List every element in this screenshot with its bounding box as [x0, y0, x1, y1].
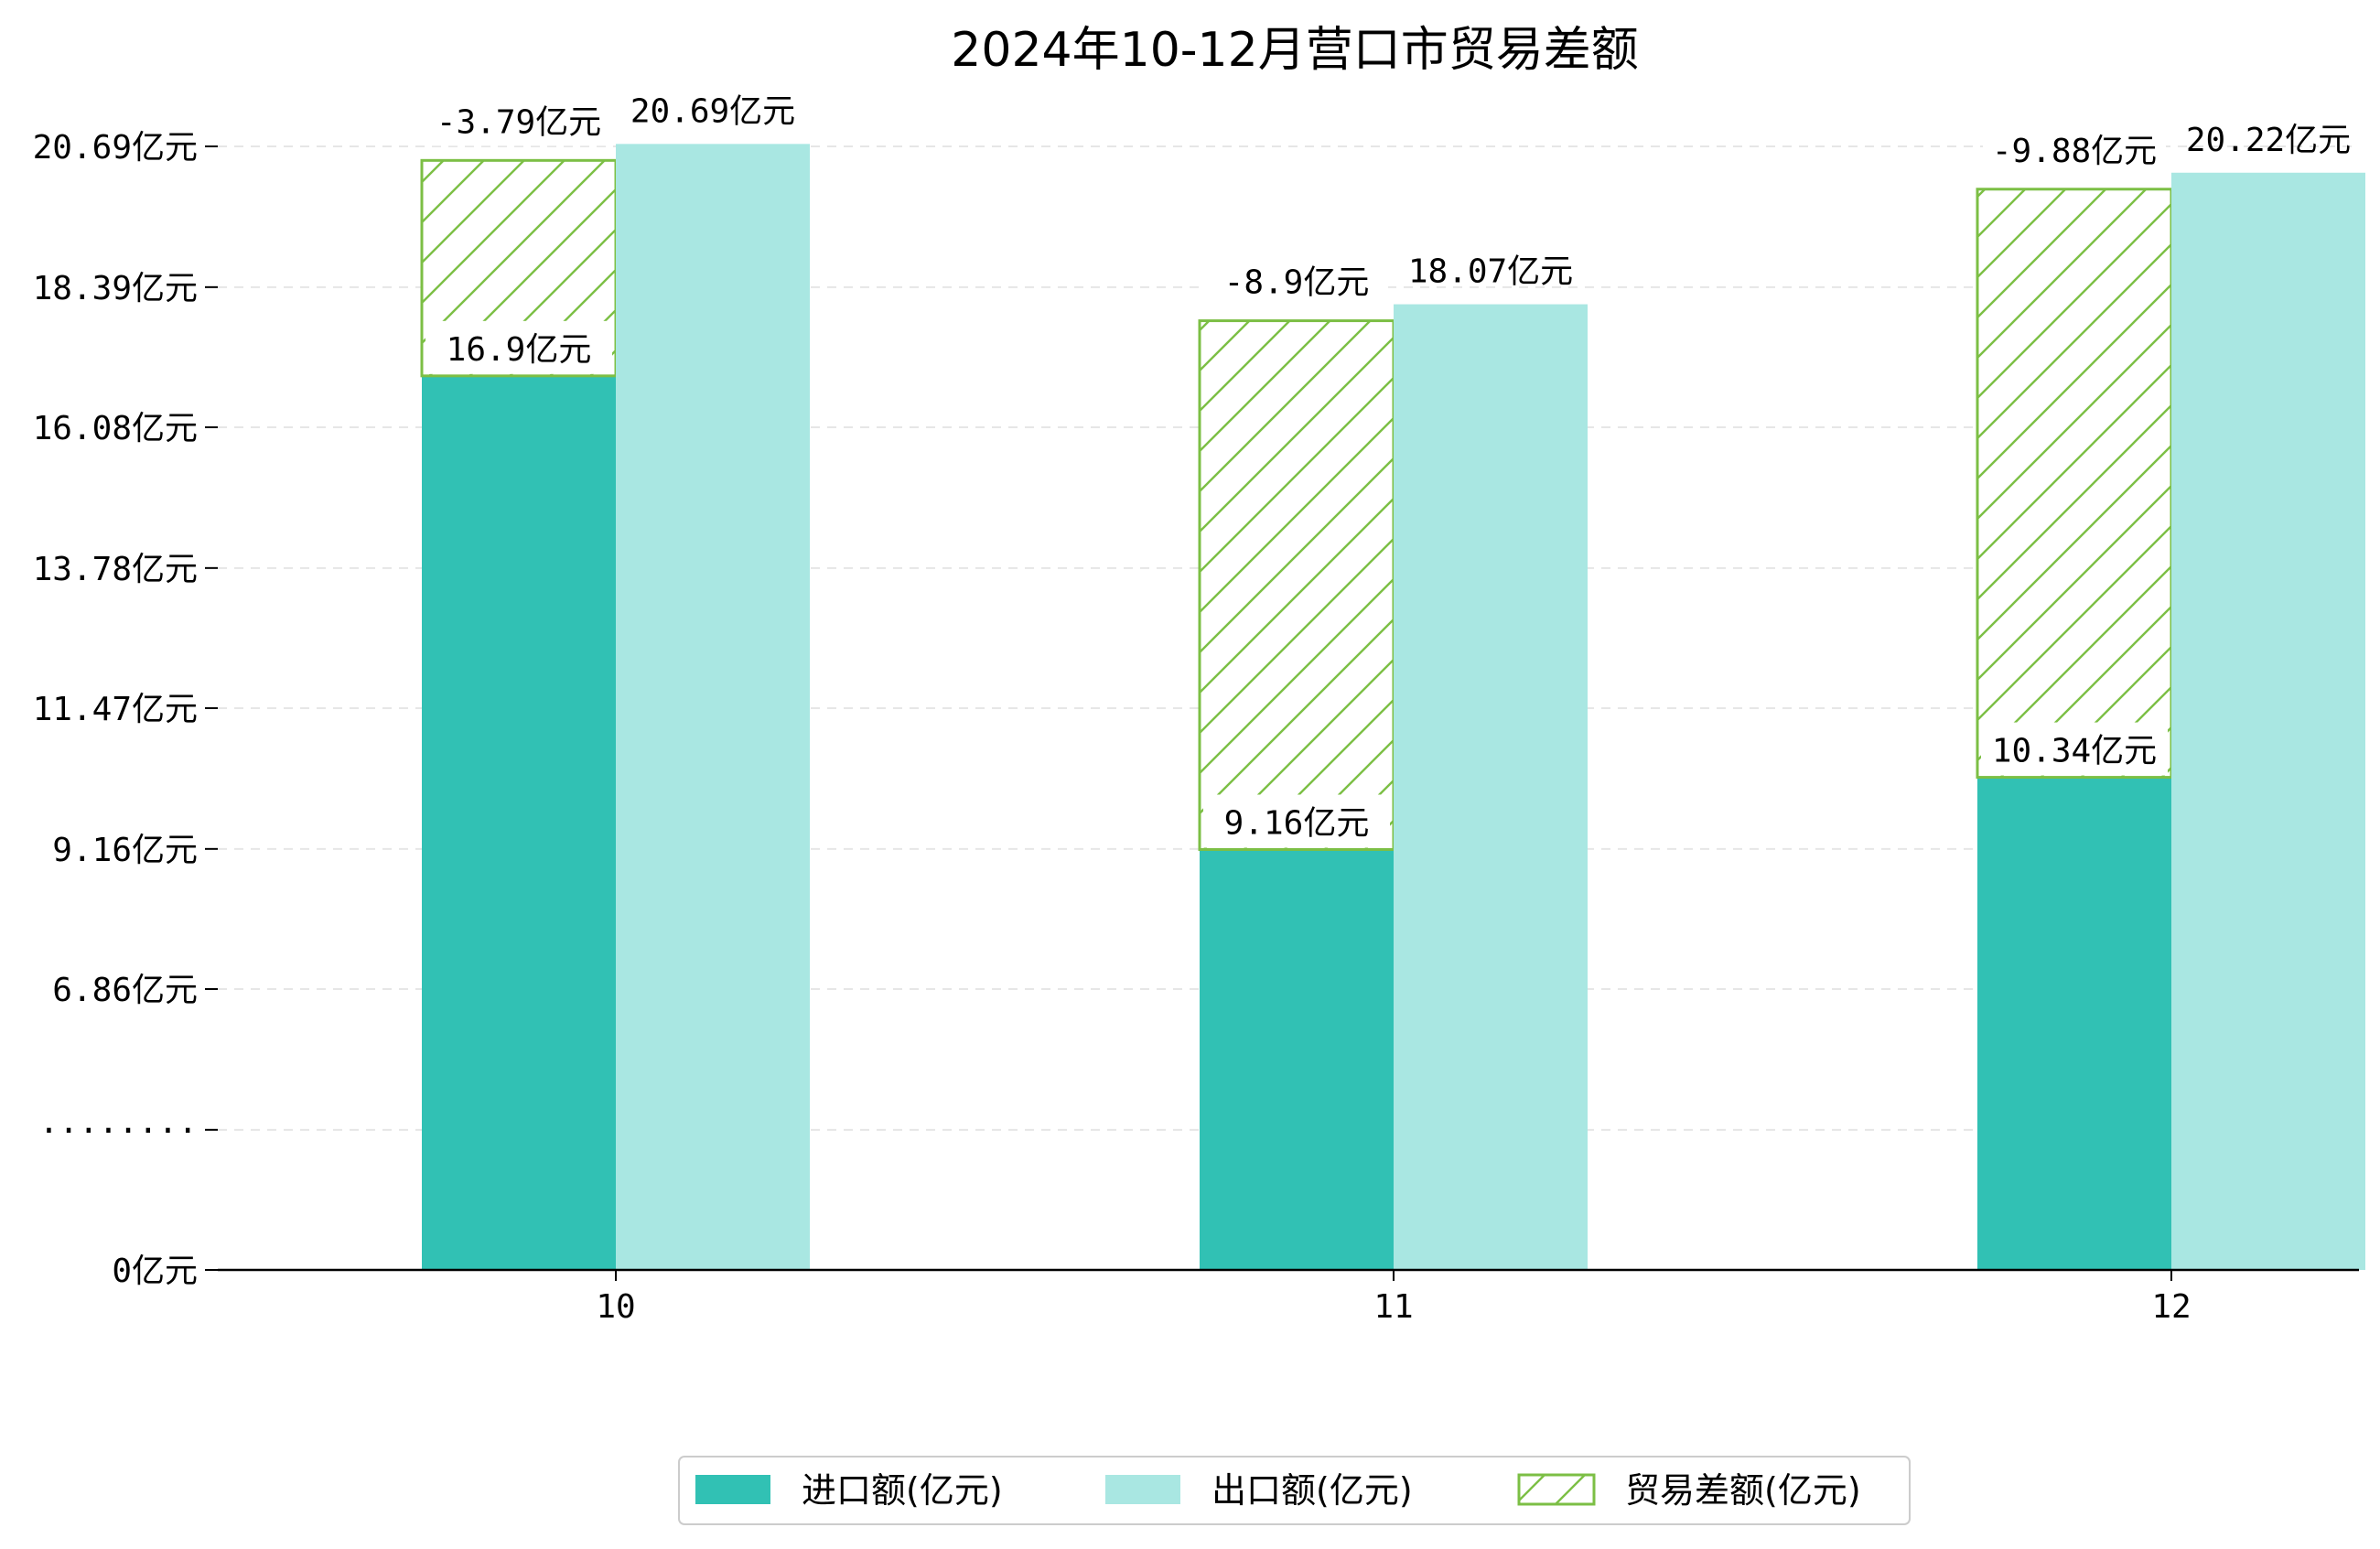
export-value-label: 20.22亿元: [2186, 122, 2351, 159]
import-bar: [1977, 777, 2171, 1270]
legend: 进口额(亿元) 出口额(亿元) 贸易差额(亿元): [678, 1456, 1911, 1525]
balance-value-label: -8.9亿元: [1224, 264, 1370, 302]
import-label-bg: [1203, 794, 1390, 848]
import-label-bg: [425, 320, 612, 374]
y-tick-label: 9.16亿元: [52, 832, 198, 869]
y-tick-label: 0亿元: [112, 1253, 198, 1290]
balance-value-label: -3.79亿元: [436, 103, 601, 141]
y-tick-label: 18.39亿元: [33, 270, 198, 307]
export-bar: [616, 144, 810, 1271]
legend-balance-label: 贸易差额(亿元): [1625, 1470, 1861, 1511]
import-label-bg: [1981, 722, 2168, 776]
y-tick-label: 20.69亿元: [33, 129, 198, 167]
import-bar: [422, 375, 616, 1270]
trade-balance-bar: [1198, 319, 1395, 852]
x-tick-label: 12: [2151, 1288, 2191, 1326]
y-tick-label: 11.47亿元: [33, 691, 198, 728]
import-bar: [1200, 849, 1394, 1270]
legend-export-label: 出口额(亿元): [1212, 1470, 1413, 1511]
x-tick-label: 11: [1373, 1288, 1413, 1326]
import-value-label: 16.9亿元: [447, 331, 592, 369]
export-value-label: 18.07亿元: [1408, 253, 1573, 291]
y-tick-label: 6.86亿元: [52, 972, 198, 1009]
import-value-label: 10.34亿元: [1992, 733, 2157, 770]
balance-label-bg: [1983, 126, 2166, 175]
legend-import-swatch: [695, 1475, 770, 1504]
x-tick-label: 10: [596, 1288, 635, 1326]
chart-title: 2024年10-12月营口市贸易差额: [951, 23, 1638, 78]
y-tick-label: 13.78亿元: [33, 551, 198, 588]
legend-export-swatch: [1105, 1475, 1180, 1504]
legend-box: [678, 1456, 1911, 1525]
value-labels: 16.9亿元 -3.79亿元 20.69亿元 9.16亿元 -8.9亿元 18.07亿元 1…: [425, 92, 2351, 848]
balance-label-bg: [427, 98, 610, 146]
balance-label-bg: [1205, 258, 1388, 307]
import-value-label: 9.16亿元: [1224, 805, 1370, 843]
export-value-label: 20.69亿元: [630, 92, 795, 130]
balance-value-label: -9.88亿元: [1992, 133, 2157, 170]
y-tick-label: ········: [39, 1113, 198, 1150]
trade-balance-bar: [1976, 188, 2173, 780]
axes: 0亿元 ········ 6.86亿元 9.16亿元 11.47亿元 13.78亿元 16.…: [33, 129, 2359, 1326]
legend-import-label: 进口额(亿元): [802, 1470, 1003, 1511]
export-bar: [2171, 172, 2365, 1270]
legend-balance-swatch: [1517, 1473, 1596, 1506]
y-tick-label: 16.08亿元: [33, 410, 198, 447]
bars: [420, 144, 2365, 1271]
export-bar: [1394, 304, 1588, 1270]
